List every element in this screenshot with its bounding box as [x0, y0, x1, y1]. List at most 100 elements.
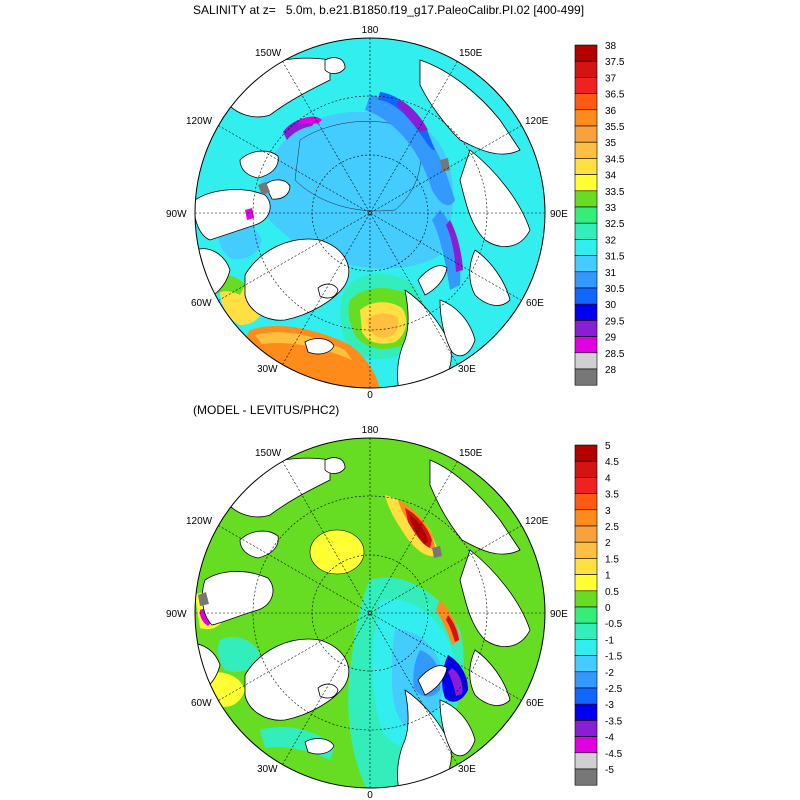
salinity-colorbar-tick-label: 34.5	[605, 154, 625, 165]
difference-colorbar-swatch	[574, 477, 598, 494]
difference-colorbar-swatch	[574, 622, 598, 640]
lon-label-90e: 90E	[550, 609, 568, 620]
salinity-colorbar-tick-label: 31.5	[605, 252, 625, 263]
difference-colorbar-tick-label: -4.5	[605, 749, 623, 760]
salinity-colorbar-tick-label: 30	[605, 300, 617, 311]
salinity-colorbar-swatch	[574, 125, 598, 143]
difference-colorbar-swatch	[574, 752, 598, 770]
salinity-colorbar-tick-label: 37	[605, 73, 617, 84]
lon-label-120w: 120W	[186, 116, 213, 127]
difference-colorbar-tick-label: 3.5	[605, 490, 619, 501]
difference-colorbar-swatch	[574, 768, 598, 786]
difference-colorbar-swatch	[574, 460, 598, 478]
lon-label-90w: 90W	[166, 609, 187, 620]
difference-colorbar-swatch	[574, 509, 598, 527]
salinity-colorbar-swatch	[574, 77, 598, 94]
salinity-colorbar-tick-label: 32	[605, 235, 617, 246]
difference-colorbar-tick-label: -2	[605, 668, 614, 679]
lon-label-180: 180	[362, 25, 379, 36]
difference-colorbar-tick-label: 2	[605, 538, 611, 549]
salinity-map: 180 0 90W 90E 150W 150E 120W 120E 60W 60…	[166, 25, 625, 400]
difference-colorbar-tick-label: -3.5	[605, 716, 623, 727]
difference-colorbar-tick-label: -4	[605, 733, 614, 744]
lon-label-0: 0	[367, 790, 373, 800]
difference-colorbar-swatch	[574, 720, 598, 737]
salinity-colorbar-swatch	[574, 336, 598, 354]
difference-map: 180 0 90W 90E 150W 150E 120W 120E 60W 60…	[166, 425, 623, 800]
difference-colorbar-tick-label: -5	[605, 765, 614, 776]
salinity-colorbar-tick-label: 29	[605, 333, 617, 344]
salinity-colorbar-tick-label: 28	[605, 365, 617, 376]
salinity-colorbar-tick-label: 33	[605, 203, 617, 214]
map-title: SALINITY at z= 5.0m, b.e21.B1850.f19_g17…	[193, 3, 585, 17]
salinity-colorbar-swatch	[574, 93, 598, 111]
salinity-colorbar-tick-label: 29.5	[605, 316, 625, 327]
salinity-colorbar-swatch	[574, 206, 598, 224]
difference-colorbar-swatch	[574, 639, 598, 656]
salinity-colorbar-tick-label: 31	[605, 268, 617, 279]
lon-label-0: 0	[367, 390, 373, 400]
salinity-colorbar-tick-label: 30.5	[605, 284, 625, 295]
lon-label-180: 180	[362, 425, 379, 436]
lon-label-30e: 30E	[458, 364, 476, 375]
salinity-colorbar-tick-label: 32.5	[605, 219, 625, 230]
difference-colorbar-swatch	[574, 590, 598, 608]
difference-colorbar-swatch	[574, 655, 598, 673]
salinity-colorbar-swatch	[574, 352, 598, 370]
difference-colorbar: 5 4.5 4 3.5 3 2.5 2 1.5 1 0.5 0 -0.5 -1 -1.5 -2 -2.5 -3 -…	[574, 441, 623, 786]
salinity-colorbar-swatch	[574, 287, 598, 305]
lon-label-30e: 30E	[458, 764, 476, 775]
lon-label-60w: 60W	[191, 698, 212, 709]
lon-label-150w: 150W	[255, 448, 282, 459]
lon-label-150e: 150E	[459, 448, 483, 459]
salinity-colorbar-tick-label: 36.5	[605, 90, 625, 101]
difference-colorbar-tick-label: 2.5	[605, 522, 619, 533]
difference-colorbar-swatch	[574, 606, 598, 624]
salinity-colorbar-swatch	[574, 271, 598, 289]
lon-label-60e: 60E	[526, 298, 544, 309]
lon-label-90w: 90W	[166, 209, 187, 220]
salinity-colorbar: 38 37.5 37 36.5 36 35.5 35 34.5 34 33.5 33 32.5 32 31…	[574, 41, 625, 386]
salinity-colorbar-tick-label: 38	[605, 41, 617, 52]
difference-colorbar-swatch	[574, 525, 598, 543]
difference-colorbar-swatch	[574, 574, 598, 592]
difference-colorbar-tick-label: 1.5	[605, 554, 619, 565]
salinity-colorbar-swatch	[574, 320, 598, 337]
difference-colorbar-swatch	[574, 687, 598, 705]
difference-colorbar-swatch	[574, 703, 598, 721]
lon-label-150w: 150W	[255, 48, 282, 59]
difference-colorbar-swatch	[574, 444, 598, 462]
difference-colorbar-swatch	[574, 558, 598, 575]
salinity-colorbar-swatch	[574, 44, 598, 62]
difference-colorbar-swatch	[574, 493, 598, 511]
salinity-colorbar-tick-label: 37.5	[605, 57, 625, 68]
salinity-colorbar-tick-label: 35	[605, 138, 617, 149]
lon-label-30w: 30W	[257, 764, 278, 775]
lon-label-60e: 60E	[526, 698, 544, 709]
salinity-colorbar-tick-label: 34	[605, 171, 617, 182]
salinity-colorbar-swatch	[574, 303, 598, 321]
difference-colorbar-tick-label: 3	[605, 506, 611, 517]
lon-label-120w: 120W	[186, 516, 213, 527]
difference-colorbar-tick-label: -2.5	[605, 684, 623, 695]
lon-label-90e: 90E	[550, 209, 568, 220]
salinity-colorbar-swatch	[574, 190, 598, 208]
lon-label-60w: 60W	[191, 298, 212, 309]
salinity-colorbar-swatch	[574, 158, 598, 175]
salinity-colorbar-swatch	[574, 141, 598, 159]
difference-colorbar-tick-label: -1	[605, 635, 614, 646]
salinity-colorbar-tick-label: 33.5	[605, 187, 625, 198]
difference-colorbar-tick-label: 1	[605, 571, 611, 582]
salinity-colorbar-swatch	[574, 222, 598, 240]
salinity-colorbar-swatch	[574, 174, 598, 192]
difference-colorbar-tick-label: 4.5	[605, 457, 619, 468]
salinity-colorbar-tick-label: 36	[605, 106, 617, 117]
salinity-colorbar-tick-label: 35.5	[605, 122, 625, 133]
salinity-colorbar-swatch	[574, 368, 598, 386]
difference-colorbar-tick-label: 0.5	[605, 587, 619, 598]
lon-label-120e: 120E	[525, 116, 549, 127]
difference-colorbar-tick-label: -1.5	[605, 652, 623, 663]
salinity-colorbar-swatch	[574, 239, 598, 256]
lon-label-120e: 120E	[525, 516, 549, 527]
lon-label-150e: 150E	[459, 48, 483, 59]
